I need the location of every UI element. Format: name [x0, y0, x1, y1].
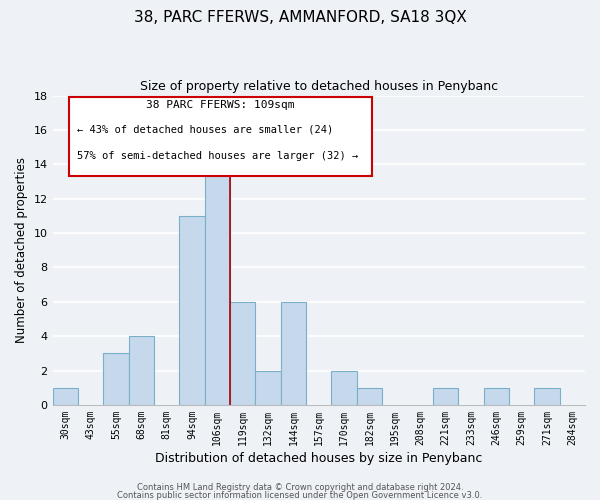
X-axis label: Distribution of detached houses by size in Penybanc: Distribution of detached houses by size …: [155, 452, 482, 465]
Bar: [281, 302, 306, 405]
Bar: [205, 147, 230, 405]
Text: 38, PARC FFERWS, AMMANFORD, SA18 3QX: 38, PARC FFERWS, AMMANFORD, SA18 3QX: [134, 10, 466, 25]
Text: Contains public sector information licensed under the Open Government Licence v3: Contains public sector information licen…: [118, 490, 482, 500]
Title: Size of property relative to detached houses in Penybanc: Size of property relative to detached ho…: [140, 80, 498, 93]
Bar: [534, 388, 560, 405]
Text: 57% of semi-detached houses are larger (32) →: 57% of semi-detached houses are larger (…: [77, 151, 358, 161]
Text: Contains HM Land Registry data © Crown copyright and database right 2024.: Contains HM Land Registry data © Crown c…: [137, 484, 463, 492]
Bar: [484, 388, 509, 405]
Bar: [103, 354, 128, 405]
Bar: [433, 388, 458, 405]
Y-axis label: Number of detached properties: Number of detached properties: [15, 157, 28, 343]
Bar: [128, 336, 154, 405]
Text: 38 PARC FFERWS: 109sqm: 38 PARC FFERWS: 109sqm: [146, 100, 295, 110]
Bar: [357, 388, 382, 405]
FancyBboxPatch shape: [68, 97, 372, 176]
Bar: [179, 216, 205, 405]
Bar: [230, 302, 256, 405]
Text: ← 43% of detached houses are smaller (24): ← 43% of detached houses are smaller (24…: [77, 125, 333, 135]
Bar: [53, 388, 78, 405]
Bar: [331, 370, 357, 405]
Bar: [256, 370, 281, 405]
